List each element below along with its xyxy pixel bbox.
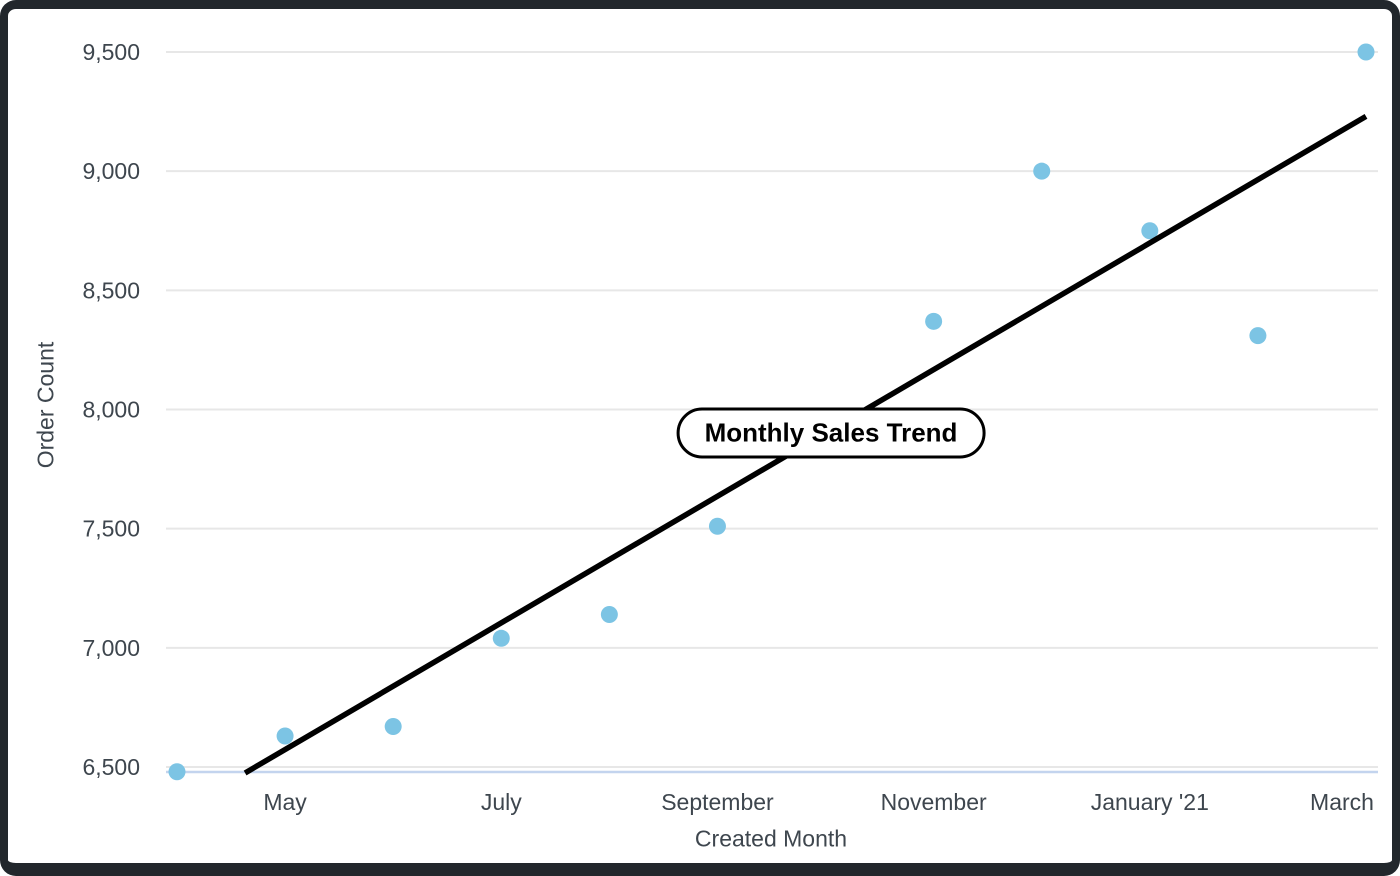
x-tick-label: September bbox=[661, 789, 774, 815]
data-point[interactable] bbox=[1141, 222, 1159, 240]
data-point[interactable] bbox=[168, 763, 186, 781]
x-tick-label: May bbox=[263, 789, 307, 815]
y-axis-title: Order Count bbox=[32, 341, 59, 469]
data-point[interactable] bbox=[708, 517, 726, 535]
y-tick-label: 6,500 bbox=[82, 754, 140, 780]
y-tick-label: 9,000 bbox=[82, 158, 140, 184]
data-point[interactable] bbox=[925, 312, 943, 330]
x-tick-label: July bbox=[481, 789, 522, 815]
data-point[interactable] bbox=[276, 727, 294, 745]
data-point[interactable] bbox=[1249, 327, 1267, 345]
data-point[interactable] bbox=[1357, 43, 1375, 61]
chart-title-badge: Monthly Sales Trend bbox=[676, 407, 986, 459]
y-tick-label: 9,500 bbox=[82, 39, 140, 65]
x-tick-label: November bbox=[881, 789, 987, 815]
data-point[interactable] bbox=[1033, 162, 1051, 180]
y-tick-label: 7,500 bbox=[82, 516, 140, 542]
y-tick-label: 7,000 bbox=[82, 635, 140, 661]
data-point[interactable] bbox=[492, 629, 510, 647]
y-tick-label: 8,500 bbox=[82, 277, 140, 303]
x-axis-title: Created Month bbox=[694, 825, 848, 852]
data-point[interactable] bbox=[600, 605, 618, 623]
x-tick-label: March bbox=[1310, 789, 1374, 815]
x-tick-label: January '21 bbox=[1091, 789, 1209, 815]
y-tick-label: 8,000 bbox=[82, 397, 140, 423]
data-point[interactable] bbox=[384, 717, 402, 735]
